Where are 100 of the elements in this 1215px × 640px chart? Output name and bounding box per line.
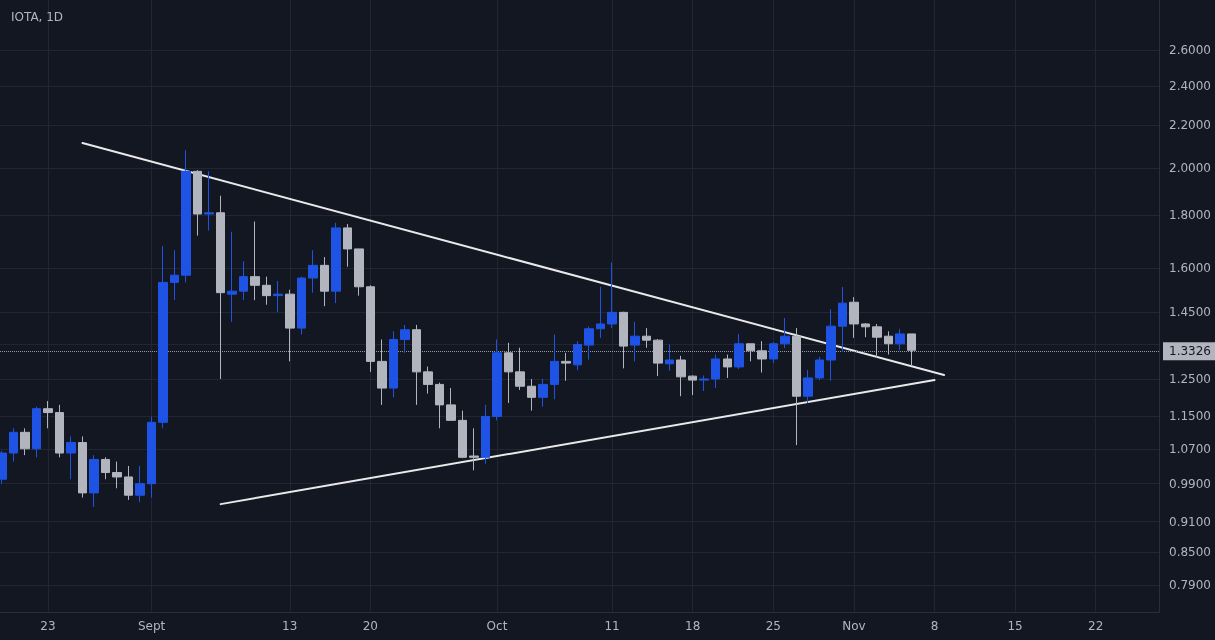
candlestick (642, 327, 651, 349)
x-tick-label: 15 (1007, 619, 1023, 633)
candlestick (135, 465, 145, 503)
candlestick (181, 149, 191, 283)
candlestick (366, 284, 375, 373)
x-tick-label: Sept (137, 619, 166, 633)
candlestick (699, 374, 709, 392)
candlestick (688, 374, 697, 396)
candlestick (492, 338, 502, 421)
candlestick (780, 317, 790, 349)
candlestick (32, 406, 41, 458)
candlestick (423, 366, 433, 395)
y-tick-label: 1.1500 (1169, 409, 1211, 424)
y-tick-label: 2.6000 (1169, 43, 1211, 58)
candlestick (550, 334, 559, 400)
candlestick (803, 369, 813, 404)
candlestick (400, 324, 410, 354)
candlestick (20, 427, 30, 456)
candlestick (907, 333, 916, 367)
candlestick (124, 465, 133, 501)
candlestick (895, 328, 905, 351)
candlestick (193, 169, 202, 237)
candlestick (676, 355, 686, 397)
candlestick (262, 276, 271, 306)
candlestick (757, 340, 767, 374)
x-tick-label: 23 (40, 619, 56, 633)
candlestick (377, 338, 387, 406)
candlestick (527, 378, 536, 412)
y-tick-label: 1.2500 (1169, 372, 1211, 386)
candlestick (297, 276, 306, 336)
candlestick (619, 311, 628, 369)
candlestick (746, 343, 755, 362)
candlestick (792, 327, 801, 446)
candlestick (331, 222, 341, 304)
candlestick (66, 435, 76, 480)
y-tick-label: 1.8000 (1169, 208, 1211, 223)
y-tick-label: 0.8500 (1169, 545, 1211, 560)
candlestick (838, 286, 847, 353)
candlestick (538, 378, 548, 408)
y-tick-label: 1.6000 (1169, 261, 1211, 276)
candlestick (78, 435, 87, 499)
candlestick (884, 330, 893, 356)
candlestick (147, 415, 156, 499)
candlestick (343, 223, 352, 268)
candlestick (158, 245, 168, 429)
x-tick-label: 11 (604, 619, 620, 633)
x-tick-label: Nov (842, 619, 866, 633)
candlestick (596, 286, 605, 339)
candlestick (9, 427, 18, 463)
x-tick-label: 18 (685, 619, 701, 633)
candlestick (573, 340, 582, 371)
candlestick (826, 308, 836, 382)
y-tick-label: 2.2000 (1169, 118, 1211, 133)
candlestick (872, 323, 882, 359)
candlestick (723, 354, 732, 379)
y-tick-label: 0.7900 (1169, 578, 1211, 593)
candlestick (815, 356, 824, 381)
candlestick (273, 280, 283, 313)
y-tick-label: 1.0700 (1169, 441, 1211, 456)
candlestick (308, 249, 318, 294)
candlestick (55, 404, 64, 458)
candlestick (769, 341, 778, 364)
candlestick (861, 322, 870, 338)
candlestick (43, 400, 53, 429)
y-tick-label: 0.9900 (1169, 476, 1211, 491)
text: IOTA, 1D (11, 10, 64, 24)
y-tick-label: 1.4500 (1169, 305, 1211, 320)
candlestick (630, 321, 640, 362)
y-tick-label: 2.4000 (1169, 79, 1211, 94)
candlestick (469, 427, 479, 471)
candlestick (320, 256, 329, 307)
candlestick (653, 338, 663, 377)
x-tick-label: 13 (282, 619, 298, 633)
candlestick (515, 347, 525, 391)
candlestick (458, 410, 467, 459)
x-tick-label: Oct (486, 619, 508, 633)
candlestick (504, 342, 513, 404)
candlestick (481, 404, 490, 465)
candlestick (849, 296, 859, 339)
candlestick (711, 354, 720, 389)
candlestick (607, 262, 617, 329)
x-tick-label: 22 (1088, 619, 1104, 633)
candlestick (561, 352, 571, 382)
candlestick (412, 324, 421, 406)
candlestick (389, 330, 398, 398)
ref-line-label: 1.3326 (1169, 344, 1211, 359)
candlestick (250, 221, 260, 301)
candlestick (227, 231, 237, 323)
candlestick (112, 461, 122, 489)
x-tick-label: 20 (362, 619, 378, 633)
candlestick (101, 456, 110, 480)
y-tick-label: 2.0000 (1169, 160, 1211, 175)
candlestick (584, 326, 594, 361)
candlestick (216, 195, 225, 380)
candlestick (170, 249, 179, 301)
candlestick (665, 343, 674, 372)
candlestick (239, 260, 248, 301)
x-tick-label: 25 (765, 619, 781, 633)
candlestick (446, 387, 456, 421)
candlestick (354, 248, 364, 297)
